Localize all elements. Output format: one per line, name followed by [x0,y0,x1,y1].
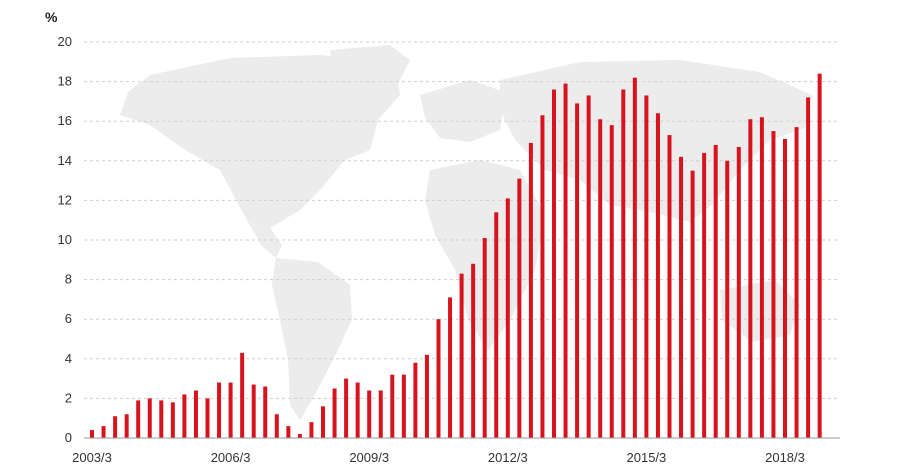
north-america-shape [120,55,400,228]
y-tick-label: 20 [58,34,72,49]
bar [448,297,453,438]
bar [609,125,614,438]
bar [806,97,811,438]
bar [494,212,499,438]
bar [424,354,429,438]
bar [332,388,337,438]
bar [147,398,152,438]
y-tick-label: 16 [58,113,72,128]
bar [390,374,395,438]
bar [459,273,464,438]
x-tick-label: 2009/3 [349,450,389,465]
bar [794,127,799,438]
y-tick-label: 6 [65,311,72,326]
bar [725,160,730,439]
y-axis-ticks: 0 2 4 6 8 10 12 14 16 18 20 [58,34,72,445]
y-axis-unit-label: % [45,9,58,25]
bar [274,414,279,438]
bar [124,414,129,438]
bar [182,394,187,438]
bar [563,83,568,438]
bar [817,73,822,439]
bar [228,382,233,438]
bar [517,178,522,438]
bar [170,402,175,438]
bar [575,103,580,438]
bar [771,131,776,438]
bar [309,422,314,438]
bar [355,382,360,438]
europe-shape [420,80,505,142]
world-map-background [120,45,812,420]
bar [505,198,510,438]
bar [655,113,660,438]
bar [632,77,637,438]
y-tick-label: 4 [65,351,72,366]
bar [586,95,591,439]
x-tick-label: 2003/3 [72,450,112,465]
y-tick-label: 12 [58,192,72,207]
bars [90,73,822,439]
bar [263,386,268,438]
x-axis-ticks: 2003/3 2006/3 2009/3 2012/3 2015/3 2018/3 [72,450,805,465]
bar [482,238,487,438]
x-tick-label: 2012/3 [488,450,528,465]
bar [90,430,94,438]
x-tick-label: 2006/3 [211,450,251,465]
bar [205,398,210,438]
bar [113,416,118,438]
x-tick-label: 2018/3 [765,450,805,465]
bar [644,95,649,439]
bar [783,139,787,438]
bar [240,352,245,438]
bar [621,89,626,439]
bar [136,400,141,438]
bar [193,390,198,438]
bar [367,390,372,438]
bar [217,382,222,438]
bar [297,434,302,438]
bar [101,426,106,438]
y-tick-label: 2 [65,390,72,405]
y-tick-label: 8 [65,272,72,287]
bar [679,156,684,438]
y-tick-label: 10 [58,232,72,247]
bar [321,406,325,438]
bar [690,170,695,438]
bar [471,263,476,438]
bar [748,119,753,438]
bar [598,119,603,438]
bar [736,146,741,438]
bar [436,319,441,438]
bar [251,384,256,438]
bar [413,362,418,438]
x-tick-label: 2015/3 [627,450,667,465]
bar [344,378,349,438]
bar [528,142,533,439]
bar [759,117,764,439]
bar [667,135,672,438]
bar [286,426,291,438]
bar [702,152,707,438]
south-america-shape [272,258,352,420]
bar [713,144,718,438]
y-tick-label: 0 [65,430,72,445]
bar [540,115,545,438]
y-tick-label: 18 [58,74,72,89]
y-tick-label: 14 [58,153,72,168]
bar [552,89,556,439]
bar [159,400,164,438]
greenland-shape [330,45,410,95]
bar [378,390,383,438]
bar [401,374,406,438]
